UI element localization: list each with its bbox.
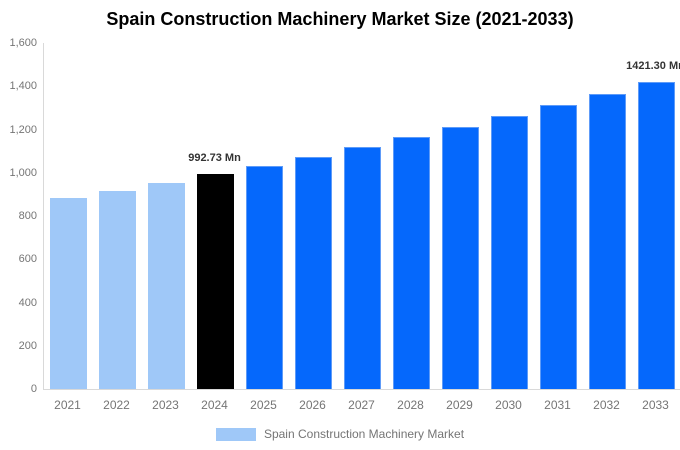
bar-2023[interactable] [148, 183, 185, 389]
y-tick-label-200: 200 [18, 340, 37, 352]
x-tick-label-2031: 2031 [544, 398, 571, 412]
x-tick-label-2021: 2021 [54, 398, 81, 412]
bar-slot-2023 [142, 43, 191, 389]
x-tick-label-2029: 2029 [446, 398, 473, 412]
x-tick-label-2028: 2028 [397, 398, 424, 412]
x-tick-label-2026: 2026 [299, 398, 326, 412]
bar-2022[interactable] [99, 191, 136, 389]
y-tick-label-1200: 1,200 [9, 124, 37, 136]
x-axis: 2021 2022 2023 2024 2025 2026 2027 2028 2029 2030… [43, 398, 680, 412]
bar-2027[interactable] [344, 147, 381, 389]
bar-2024[interactable] [197, 174, 234, 389]
legend-label: Spain Construction Machinery Market [263, 427, 465, 441]
y-tick-label-1000: 1,000 [9, 167, 37, 179]
x-tick-label-2022: 2022 [103, 398, 130, 412]
bar-slot-2029 [436, 43, 485, 389]
bar-slot-2030 [485, 43, 534, 389]
bar-2031[interactable] [540, 105, 577, 389]
chart-title: Spain Construction Machinery Market Size… [106, 9, 574, 29]
bar-2025[interactable] [246, 166, 283, 389]
bar-2029[interactable] [442, 127, 479, 389]
bar-2026[interactable] [295, 157, 332, 389]
x-tick-label-2033: 2033 [642, 398, 669, 412]
bar-slot-2027 [338, 43, 387, 389]
x-tick-label-2024: 2024 [201, 398, 228, 412]
data-label-2033: 1421.30 Mn [626, 60, 680, 72]
x-tick-label-2027: 2027 [348, 398, 375, 412]
bar-slot-2026 [289, 43, 338, 389]
bar-slot-2021 [44, 43, 93, 389]
legend-item[interactable]: Spain Construction Machinery Market [0, 427, 680, 441]
legend-swatch [215, 427, 256, 441]
bar-2032[interactable] [589, 94, 626, 389]
plot-area [43, 43, 680, 390]
bar-2021[interactable] [50, 198, 87, 389]
bar-slot-2031 [534, 43, 583, 389]
bar-slot-2024 [191, 43, 240, 389]
bar-slot-2022 [93, 43, 142, 389]
bar-slot-2032 [583, 43, 632, 389]
y-tick-label-1600: 1,600 [9, 37, 37, 49]
bar-slot-2028 [387, 43, 436, 389]
x-tick-label-2025: 2025 [250, 398, 277, 412]
data-label-2024: 992.73 Mn [188, 152, 241, 164]
bar-2028[interactable] [393, 137, 430, 389]
y-tick-label-1400: 1,400 [9, 80, 37, 92]
x-tick-label-2030: 2030 [495, 398, 522, 412]
bar-slot-2025 [240, 43, 289, 389]
bar-2033[interactable] [638, 82, 675, 389]
x-tick-label-2023: 2023 [152, 398, 179, 412]
y-tick-label-400: 400 [18, 297, 37, 309]
bar-slot-2033 [632, 43, 680, 389]
x-tick-label-2032: 2032 [593, 398, 620, 412]
y-tick-label-800: 800 [18, 210, 37, 222]
y-tick-label-0: 0 [30, 383, 37, 395]
bar-2030[interactable] [491, 116, 528, 389]
y-tick-label-600: 600 [18, 253, 37, 265]
